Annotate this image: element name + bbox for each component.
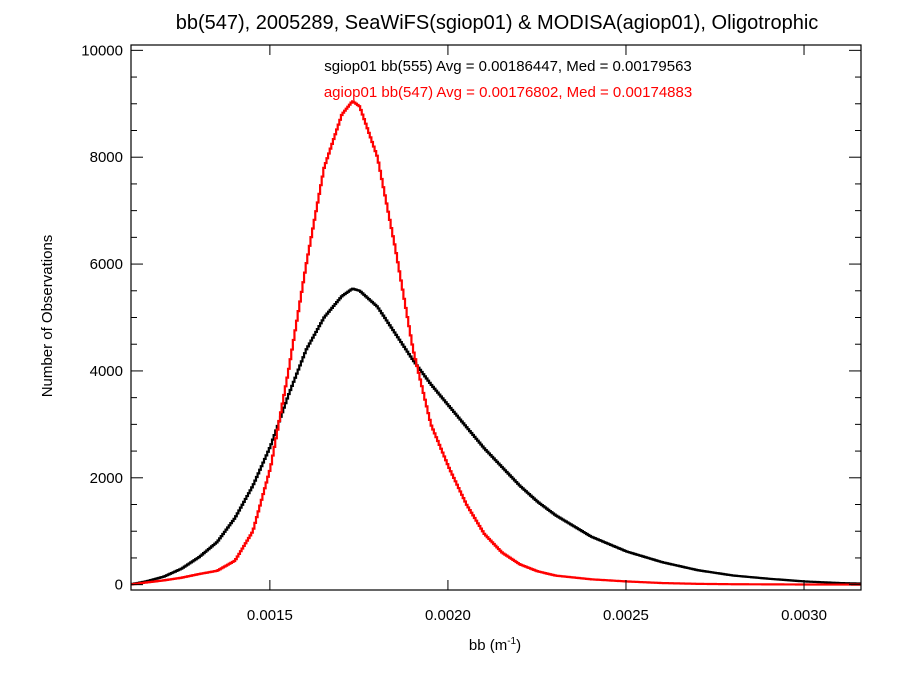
y-tick-label: 2000 [90, 470, 123, 487]
y-tick-label: 6000 [90, 256, 123, 273]
y-tick-label: 10000 [81, 42, 123, 59]
y-tick-label: 8000 [90, 149, 123, 166]
y-axis-label: Number of Observations [39, 235, 56, 398]
legend-entry-sgiop01: sgiop01 bb(555) Avg = 0.00186447, Med = … [324, 58, 692, 75]
x-tick-label: 0.0020 [425, 607, 471, 624]
series-0-histogram-line [131, 287, 862, 586]
x-axis-label-close: ) [516, 637, 521, 654]
x-axis-label-text: bb (m [469, 637, 507, 654]
x-tick-label: 0.0025 [603, 607, 649, 624]
y-tick-label: 0 [115, 577, 123, 594]
axis-ticks: 0.0015 0.0020 0.0025 0.0030 0 2000 4000 6000 800… [81, 42, 861, 624]
plot-area [131, 100, 862, 586]
x-axis-label: bb (m-1) [469, 636, 521, 654]
y-tick-label: 4000 [90, 363, 123, 380]
series-1-histogram-line [131, 100, 861, 586]
x-axis-label-exponent: -1 [507, 636, 516, 647]
legend-entry-agiop01: agiop01 bb(547) Avg = 0.00176802, Med = … [324, 84, 692, 101]
x-tick-label: 0.0030 [781, 607, 827, 624]
x-tick-label: 0.0015 [247, 607, 293, 624]
chart-title: bb(547), 2005289, SeaWiFS(sgiop01) & MOD… [176, 12, 819, 34]
